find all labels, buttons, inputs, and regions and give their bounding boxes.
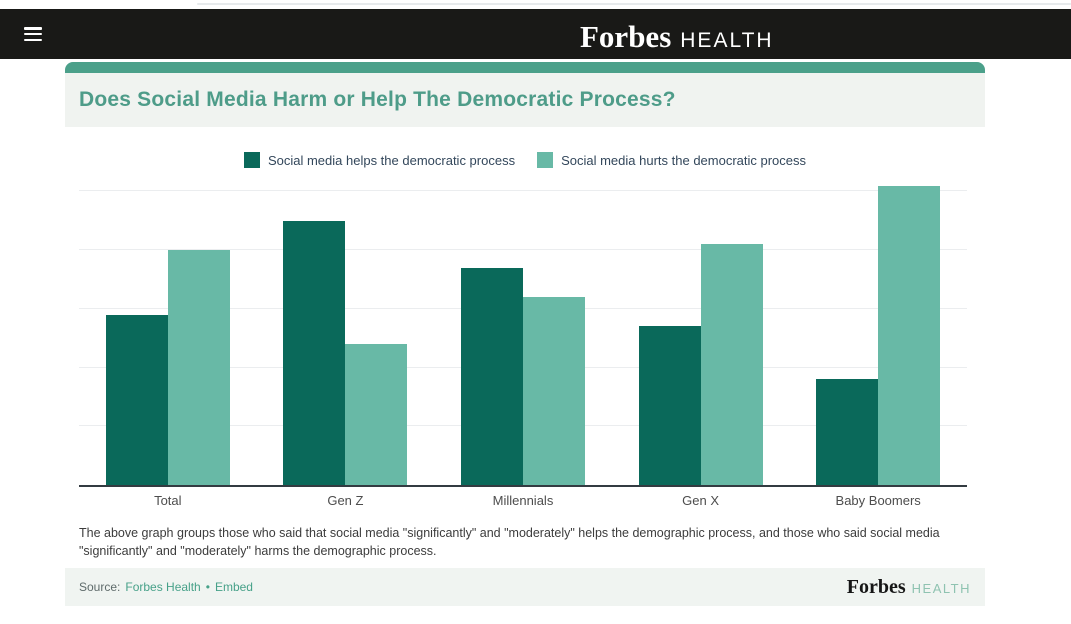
legend-label: Social media helps the democratic proces… bbox=[267, 152, 516, 168]
legend-item-helps: Social media helps the democratic proces… bbox=[243, 152, 516, 168]
legend-swatch-icon bbox=[243, 152, 260, 168]
top-divider-line bbox=[197, 3, 1071, 5]
legend-label: Social media hurts the democratic proces… bbox=[561, 152, 807, 168]
chart-title: Does Social Media Harm or Help The Democ… bbox=[79, 88, 676, 111]
plot-area bbox=[79, 184, 967, 487]
embed-link[interactable]: Embed bbox=[214, 580, 253, 595]
bar-group-gen-x bbox=[638, 244, 763, 485]
legend-item-hurts: Social media hurts the democratic proces… bbox=[537, 152, 806, 168]
bar-gen-x-hurts[interactable] bbox=[700, 244, 763, 485]
bar-group-gen-z bbox=[283, 220, 408, 485]
x-axis-label-gen-x: Gen X bbox=[682, 493, 719, 508]
x-axis-label-baby-boomers: Baby Boomers bbox=[835, 493, 921, 508]
chart-title-box: Does Social Media Harm or Help The Democ… bbox=[65, 73, 985, 127]
bar-baby-boomers-helps[interactable] bbox=[816, 379, 879, 485]
footer-forbes-health-logo: Forbes HEALTH bbox=[847, 577, 971, 597]
legend-swatch-icon bbox=[537, 152, 554, 168]
card-footer: Source: Forbes Health • Embed Forbes HEA… bbox=[65, 568, 985, 607]
hamburger-menu-icon[interactable] bbox=[24, 27, 42, 41]
bar-millennials-hurts[interactable] bbox=[523, 297, 585, 485]
bar-millennials-helps[interactable] bbox=[461, 267, 523, 485]
chart-embed-card: Does Social Media Harm or Help The Democ… bbox=[65, 62, 985, 607]
gridline bbox=[79, 190, 967, 192]
bar-gen-z-helps[interactable] bbox=[283, 220, 346, 485]
source-label: Source: bbox=[79, 580, 121, 595]
source-line: Source: Forbes Health • Embed bbox=[79, 580, 253, 594]
bar-total-hurts[interactable] bbox=[167, 250, 230, 485]
bar-chart: Total Gen Z Millennials Gen X Baby Boomers bbox=[65, 184, 985, 508]
x-axis-label-gen-z: Gen Z bbox=[327, 493, 364, 508]
separator-dot: • bbox=[205, 580, 210, 595]
forbes-wordmark: Forbes bbox=[580, 19, 672, 54]
accent-bar bbox=[65, 62, 985, 73]
chart-legend: Social media helps the democratic proces… bbox=[65, 152, 985, 168]
bar-baby-boomers-hurts[interactable] bbox=[878, 185, 941, 485]
bar-gen-z-hurts[interactable] bbox=[345, 344, 408, 485]
x-axis-label-millennials: Millennials bbox=[492, 493, 554, 508]
chart-footnote: The above graph groups those who said th… bbox=[79, 526, 940, 559]
forbes-health-logo: Forbes HEALTH bbox=[580, 9, 774, 59]
bar-gen-x-helps[interactable] bbox=[638, 326, 701, 485]
x-axis-label-total: Total bbox=[154, 493, 182, 508]
bar-group-total bbox=[105, 250, 230, 485]
footer-health-wordmark: HEALTH bbox=[911, 581, 971, 597]
bar-total-helps[interactable] bbox=[105, 314, 168, 485]
gridline bbox=[79, 249, 967, 251]
x-axis-labels: Total Gen Z Millennials Gen X Baby Boomers bbox=[79, 493, 967, 508]
footer-forbes-wordmark: Forbes bbox=[846, 576, 906, 599]
site-header: Forbes HEALTH bbox=[0, 9, 1071, 59]
bar-group-baby-boomers bbox=[816, 185, 941, 485]
bar-group-millennials bbox=[461, 267, 585, 485]
health-wordmark: HEALTH bbox=[680, 29, 774, 52]
source-link[interactable]: Forbes Health bbox=[125, 580, 201, 595]
